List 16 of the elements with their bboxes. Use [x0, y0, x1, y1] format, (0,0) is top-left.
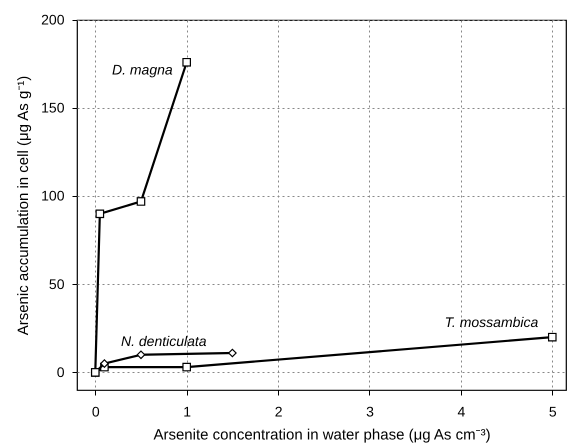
- y-tick-label: 150: [41, 100, 65, 116]
- y-tick-label: 200: [41, 12, 65, 28]
- x-tick-label: 3: [366, 404, 374, 420]
- y-tick-label: 50: [48, 276, 65, 292]
- y-tick-label: 0: [56, 364, 65, 380]
- series-label: N. denticulata: [120, 332, 207, 349]
- x-tick-label: 5: [548, 404, 557, 420]
- x-axis-title: Arsenite concentration in water phase (μg As cm⁻³): [153, 426, 491, 444]
- x-tick-label: 2: [274, 404, 283, 420]
- y-axis-title: Arsenic accumulation in cell (μg As g⁻¹): [15, 76, 32, 336]
- x-tick-label: 0: [92, 404, 100, 420]
- series-label: T. mossambica: [444, 314, 539, 330]
- y-tick-label: 100: [41, 188, 65, 204]
- x-tick-label: 4: [457, 404, 466, 420]
- x-tick-label: 1: [183, 404, 192, 420]
- series-label: D. magna: [112, 61, 173, 78]
